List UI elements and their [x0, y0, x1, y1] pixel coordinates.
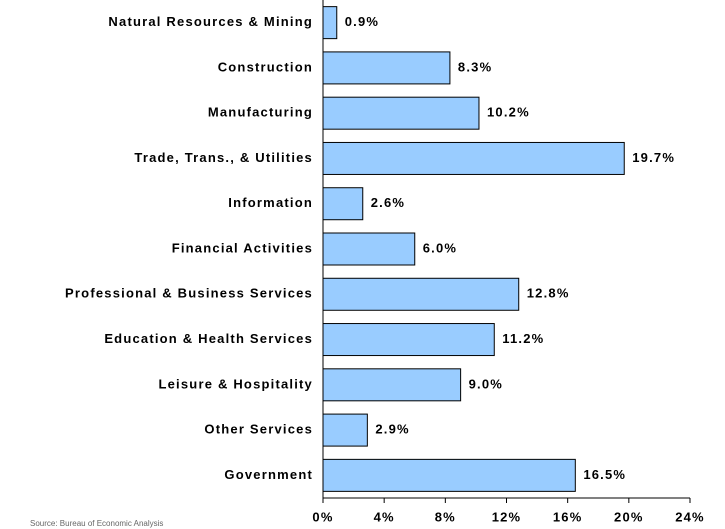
- x-tick-label: 4%: [374, 509, 395, 524]
- y-tick-label: Other Services: [204, 422, 313, 437]
- y-tick-label: Construction: [218, 59, 313, 74]
- bar: [322, 51, 451, 85]
- bar: [322, 368, 462, 402]
- value-label: 12.8%: [527, 286, 570, 301]
- y-tick-label: Leisure & Hospitality: [158, 376, 313, 391]
- y-tick-label: Information: [228, 195, 313, 210]
- x-tick-label: 20%: [614, 509, 644, 524]
- value-label: 10.2%: [487, 105, 530, 120]
- value-label: 19.7%: [632, 150, 675, 165]
- y-tick-label: Natural Resources & Mining: [108, 14, 313, 29]
- x-tick-label: 16%: [553, 509, 583, 524]
- bar: [322, 277, 520, 311]
- x-tick-label: 0%: [312, 509, 333, 524]
- bar: [322, 458, 576, 492]
- bar: [322, 187, 364, 221]
- x-tick-label: 12%: [492, 509, 522, 524]
- y-tick-label: Financial Activities: [172, 240, 313, 255]
- y-tick-label: Professional & Business Services: [65, 286, 313, 301]
- bar: [322, 141, 625, 175]
- bar: [322, 232, 416, 266]
- value-label: 0.9%: [345, 14, 379, 29]
- value-label: 9.0%: [469, 376, 503, 391]
- value-label: 11.2%: [502, 331, 544, 346]
- x-tick-label: 24%: [675, 509, 705, 524]
- bar: [322, 413, 368, 447]
- bar: [322, 6, 338, 40]
- bar: [322, 323, 495, 357]
- y-tick-label: Government: [224, 467, 313, 482]
- value-label: 8.3%: [458, 59, 492, 74]
- value-label: 2.9%: [375, 422, 409, 437]
- value-label: 16.5%: [583, 467, 626, 482]
- bar: [322, 96, 480, 130]
- value-label: 6.0%: [423, 240, 457, 255]
- source-note: Source: Bureau of Economic Analysis: [30, 519, 163, 528]
- y-tick-label: Education & Health Services: [104, 331, 313, 346]
- y-tick-label: Manufacturing: [208, 105, 313, 120]
- y-tick-label: Trade, Trans., & Utilities: [134, 150, 313, 165]
- value-label: 2.6%: [371, 195, 405, 210]
- x-tick-label: 8%: [435, 509, 456, 524]
